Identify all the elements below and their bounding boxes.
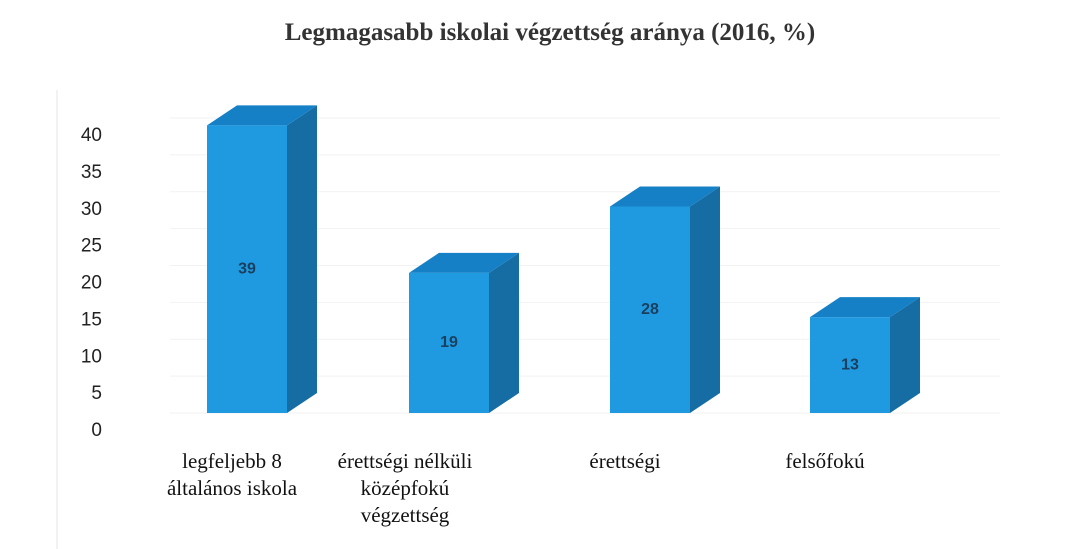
- y-tick-label: 35: [81, 162, 102, 183]
- bar: [810, 317, 890, 413]
- x-tick-label: felsőfokú: [785, 449, 865, 473]
- y-tick-label: 10: [81, 346, 102, 367]
- bar: [610, 206, 690, 413]
- bar-top: [810, 297, 920, 318]
- value-label: 39: [238, 260, 256, 277]
- x-tick-label: érettségi: [589, 449, 661, 473]
- bar-side: [890, 297, 920, 413]
- y-tick-label: 30: [81, 199, 102, 220]
- bar-top: [207, 105, 317, 126]
- bar: [207, 125, 287, 413]
- bar-side: [287, 105, 317, 413]
- bar-side: [489, 252, 519, 413]
- bar: [409, 272, 489, 413]
- y-tick-label: 5: [91, 383, 102, 404]
- value-label: 28: [641, 301, 659, 318]
- y-tick-label: 0: [91, 420, 102, 441]
- bar-side: [690, 186, 720, 413]
- bar-top: [409, 252, 519, 273]
- y-tick-label: 40: [81, 125, 102, 146]
- bar-top: [610, 186, 720, 207]
- y-tick-label: 25: [81, 236, 102, 257]
- x-tick-label: legfeljebb 8 általános iskola: [166, 449, 298, 500]
- value-label: 19: [440, 334, 458, 351]
- x-tick-label: érettségi nélküli középfokú végzettség: [337, 449, 473, 527]
- chart-title: Legmagasabb iskolai végzettség aránya (2…: [285, 19, 816, 46]
- y-tick-label: 15: [81, 309, 102, 330]
- y-tick-label: 20: [81, 273, 102, 294]
- value-label: 13: [841, 356, 859, 373]
